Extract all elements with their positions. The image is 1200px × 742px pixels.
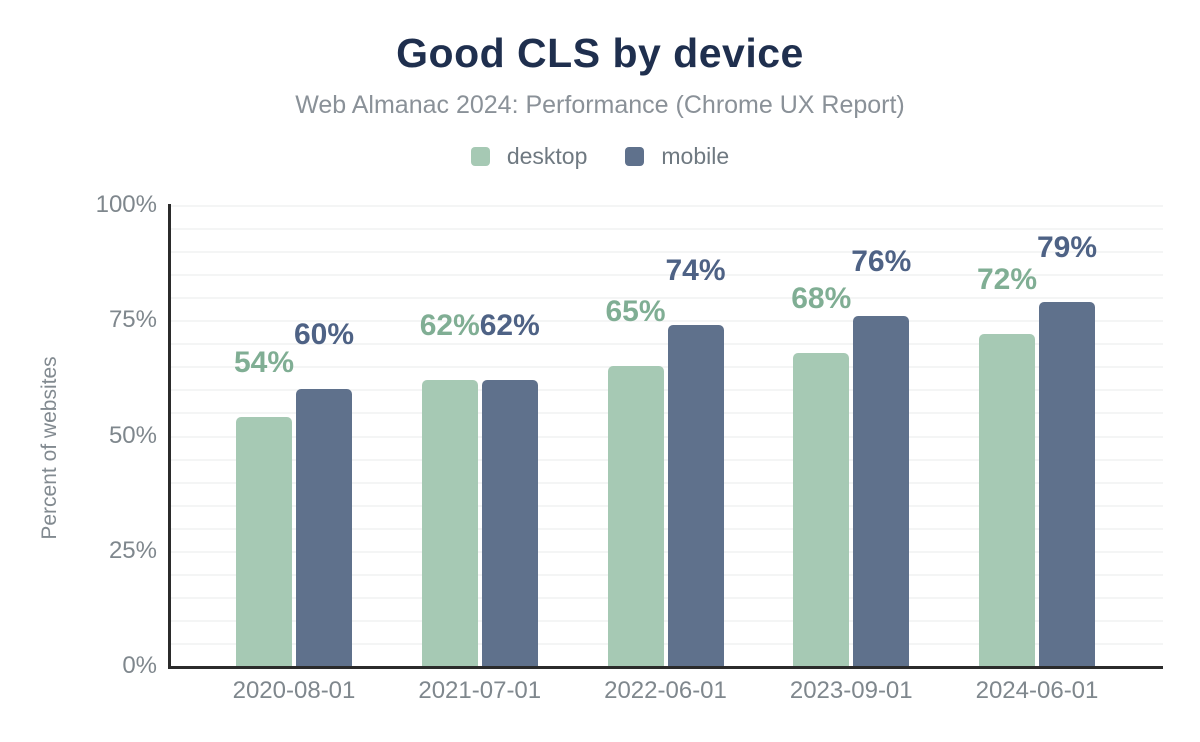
gridline	[170, 481, 1163, 484]
bar-desktop-2022-06-01	[607, 366, 664, 666]
bar-mobile-2022-06-01	[667, 324, 724, 666]
gridline	[170, 251, 1163, 254]
gridline	[170, 642, 1163, 645]
gridline	[170, 228, 1163, 231]
x-tick-label: 2020-08-01	[232, 677, 356, 704]
bar-value-label-mobile-2023-09-01: 76%	[851, 244, 912, 278]
legend-swatch-desktop	[470, 147, 490, 166]
legend-label-desktop: desktop	[506, 143, 588, 169]
bar-value-label-mobile-2020-08-01: 60%	[293, 318, 355, 352]
y-axis-title: Percent of websites	[38, 356, 61, 540]
bar-mobile-2020-08-01	[296, 389, 352, 666]
bar-mobile-2021-07-01	[481, 380, 538, 666]
gridline	[170, 343, 1163, 346]
bar-value-label-desktop-2024-06-01: 72%	[976, 263, 1038, 297]
x-axis-line	[168, 666, 1163, 669]
bar-desktop-2021-07-01	[421, 380, 478, 666]
bar-value-label-mobile-2024-06-01: 79%	[1036, 230, 1098, 264]
gridline	[170, 435, 1163, 438]
y-tick-label: 100%	[95, 191, 157, 218]
gridline	[170, 458, 1163, 461]
legend-swatch-mobile	[625, 147, 645, 166]
legend-item-mobile: mobile	[625, 143, 729, 170]
y-tick-label: 25%	[108, 536, 157, 564]
x-tick-label: 2023-09-01	[789, 677, 913, 704]
gridline	[170, 205, 1163, 207]
gridline	[170, 320, 1163, 323]
y-tick-label: 50%	[108, 421, 157, 449]
bar-desktop-2024-06-01	[979, 334, 1035, 666]
gridline	[170, 527, 1163, 530]
bar-desktop-2023-09-01	[793, 352, 850, 666]
gridline	[170, 596, 1163, 599]
gridline	[170, 619, 1163, 622]
y-tick-label: 0%	[122, 652, 157, 679]
gridline	[170, 389, 1163, 392]
bar-mobile-2023-09-01	[853, 315, 910, 666]
bar-value-label-mobile-2021-07-01: 62%	[479, 309, 540, 343]
bar-value-label-desktop-2021-07-01: 62%	[419, 309, 480, 343]
x-tick-label: 2024-06-01	[975, 677, 1099, 704]
bar-value-label-desktop-2020-08-01: 54%	[233, 346, 295, 380]
gridline	[170, 504, 1163, 507]
y-axis-line	[168, 204, 171, 669]
x-tick-label: 2021-07-01	[418, 677, 542, 704]
gridline	[170, 412, 1163, 415]
x-tick-label: 2022-06-01	[604, 677, 727, 704]
bar-value-label-desktop-2023-09-01: 68%	[791, 281, 852, 315]
bar-value-label-mobile-2022-06-01: 74%	[665, 253, 726, 287]
legend: desktop mobile	[0, 143, 1200, 170]
y-tick-label: 75%	[108, 306, 157, 334]
bar-value-label-desktop-2022-06-01: 65%	[605, 295, 666, 329]
legend-label-mobile: mobile	[661, 143, 730, 169]
gridline	[170, 366, 1163, 369]
bar-desktop-2020-08-01	[236, 417, 292, 666]
gridline	[170, 274, 1163, 277]
chart-subtitle: Web Almanac 2024: Performance (Chrome UX…	[295, 91, 905, 119]
legend-item-desktop: desktop	[470, 143, 588, 170]
gridline	[170, 550, 1163, 553]
gridline	[170, 573, 1163, 576]
bar-mobile-2024-06-01	[1039, 301, 1095, 666]
chart-title: Good CLS by device	[396, 30, 804, 76]
gridline	[170, 297, 1163, 300]
